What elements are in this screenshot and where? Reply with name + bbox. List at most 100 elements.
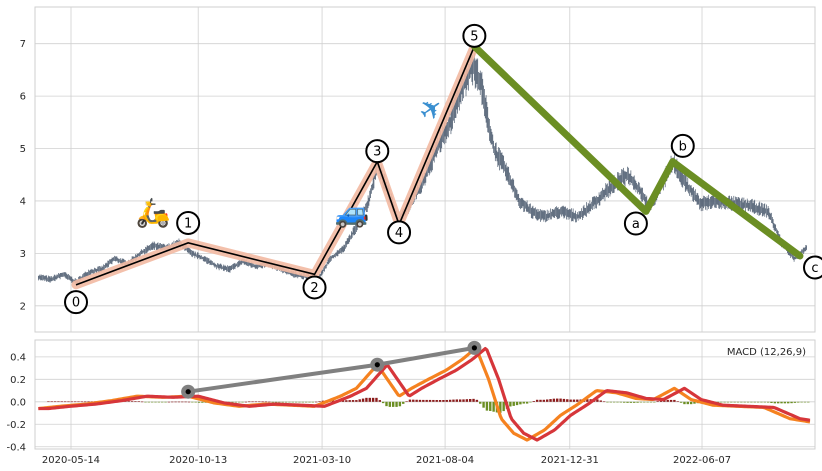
macd-histogram-bar — [673, 399, 676, 402]
macd-histogram-bar — [776, 401, 780, 404]
macd-histogram-bar — [261, 401, 264, 403]
macd-histogram-bar — [679, 401, 683, 403]
wave-label-text: a — [632, 217, 640, 232]
macd-histogram-bar — [468, 399, 472, 402]
macd-histogram-bar — [194, 401, 197, 403]
macd-histogram-bar — [569, 399, 572, 402]
macd-histogram-bar — [599, 400, 602, 402]
macd-lines — [38, 346, 811, 442]
macd-histogram-bar — [248, 401, 251, 403]
macd-histogram-bar — [161, 401, 164, 403]
macd-histogram-bar — [539, 399, 542, 402]
macd-histogram-bar — [331, 400, 335, 402]
wave-labels: 0 1 2 3 4 5 a b c — [64, 23, 822, 315]
macd-histogram-bar — [298, 401, 301, 403]
macd-histogram-bar — [294, 401, 298, 403]
macd-histogram-bar — [278, 401, 281, 403]
macd-histogram-bar — [418, 399, 422, 402]
macd-histogram-bar — [268, 401, 271, 403]
impulse-wave-line — [75, 46, 476, 286]
macd-histogram-bar — [552, 398, 556, 402]
macd-histogram-bar — [773, 401, 777, 404]
macd-histogram-bar — [509, 401, 512, 407]
macd-histogram-bar — [234, 401, 238, 403]
macd-histogram-bar — [743, 401, 746, 403]
macd-histogram-bar — [793, 401, 797, 403]
macd-histogram-bar — [686, 401, 689, 405]
macd-histogram-bar — [626, 401, 629, 403]
macd-histogram-bar — [612, 401, 616, 403]
macd-y-tick-label: 0.4 — [10, 352, 26, 363]
macd-histogram-bar — [763, 401, 766, 403]
macd-histogram-bar — [683, 401, 686, 405]
wave-label-circle — [302, 275, 327, 300]
macd-histogram-bar — [643, 401, 646, 403]
macd-histogram-bar — [542, 399, 546, 402]
macd-histogram-bar — [442, 400, 445, 402]
x-tick-label: 2021-12-31 — [541, 455, 599, 466]
macd-histogram-bar — [137, 401, 140, 402]
macd-histogram-bar — [653, 401, 656, 403]
macd-histogram-bar — [669, 399, 673, 402]
scooter-icon: 🛵 — [136, 196, 171, 229]
macd-histogram-bar — [535, 399, 539, 402]
impulse-waves — [71, 41, 479, 290]
macd-histogram-bar — [201, 401, 204, 403]
macd-histogram-bar — [736, 401, 740, 403]
macd-histogram-bar — [445, 399, 448, 402]
macd-histogram-bar — [264, 401, 268, 403]
macd-panel: -0.4 -0.2 0.0 0.2 0.4 MACD (12,26,9) — [6, 339, 816, 453]
macd-histogram-bar — [559, 398, 562, 402]
macd-histogram-bar — [301, 401, 305, 403]
price-y-tick-label: 6 — [20, 92, 26, 103]
macd-histogram-bar — [596, 399, 599, 402]
macd-histogram-bar — [181, 401, 184, 403]
macd-histogram-bar — [191, 401, 194, 403]
macd-histogram-bar — [479, 401, 482, 404]
macd-histogram-bar — [73, 401, 77, 403]
macd-histogram-bar — [756, 401, 760, 403]
x-tick-label: 2022-06-07 — [673, 455, 731, 466]
macd-histogram-bar — [311, 401, 315, 403]
macd-histogram-bar — [197, 401, 201, 403]
wave-label-circle — [64, 290, 89, 315]
macd-histogram-bar — [415, 399, 418, 402]
macd-histogram-bar — [428, 399, 432, 402]
macd-histogram-bar — [50, 401, 53, 403]
macd-histogram-bar — [730, 401, 733, 403]
macd-histogram-bar — [659, 400, 663, 402]
signal-line — [38, 346, 811, 442]
x-tick-label: 2020-05-14 — [42, 455, 100, 466]
macd-divergence — [181, 340, 482, 399]
macd-histogram-bar — [572, 399, 576, 402]
macd-histogram-bar — [425, 399, 428, 402]
macd-histogram-bar — [63, 401, 67, 403]
macd-histogram-bar — [130, 401, 134, 402]
macd-histogram-bar — [422, 399, 425, 402]
macd-histogram-bar — [164, 401, 167, 403]
macd-histogram-bar — [381, 401, 385, 404]
macd-histogram-bar — [545, 399, 549, 402]
car-icon: 🚙 — [335, 196, 370, 229]
macd-histogram-bar — [140, 401, 144, 403]
macd-histogram-bar — [368, 397, 371, 402]
macd-divergence-dot — [374, 362, 380, 368]
macd-histogram-bar — [609, 401, 612, 403]
macd-histogram-bar — [532, 401, 535, 402]
macd-histogram-bar — [525, 401, 529, 404]
x-tick-label: 2021-03-10 — [293, 455, 351, 466]
macd-histogram-bar — [562, 398, 566, 402]
wave-label-text: 1 — [184, 216, 192, 231]
macd-histogram-bar — [693, 401, 696, 404]
macd-histogram-bar — [375, 397, 378, 402]
macd-histogram-bar — [529, 401, 532, 403]
macd-histogram-bar — [458, 399, 462, 402]
macd-histogram-bar — [465, 399, 469, 402]
price-y-axis: 2 3 4 5 6 7 — [20, 39, 26, 312]
macd-divergence-dot — [185, 389, 191, 395]
macd-histogram-bar — [150, 401, 154, 403]
macd-histogram-bar — [408, 399, 412, 402]
macd-histogram-bar — [345, 400, 348, 402]
macd-histogram-bar — [666, 399, 669, 402]
macd-histogram-bar — [412, 399, 415, 402]
